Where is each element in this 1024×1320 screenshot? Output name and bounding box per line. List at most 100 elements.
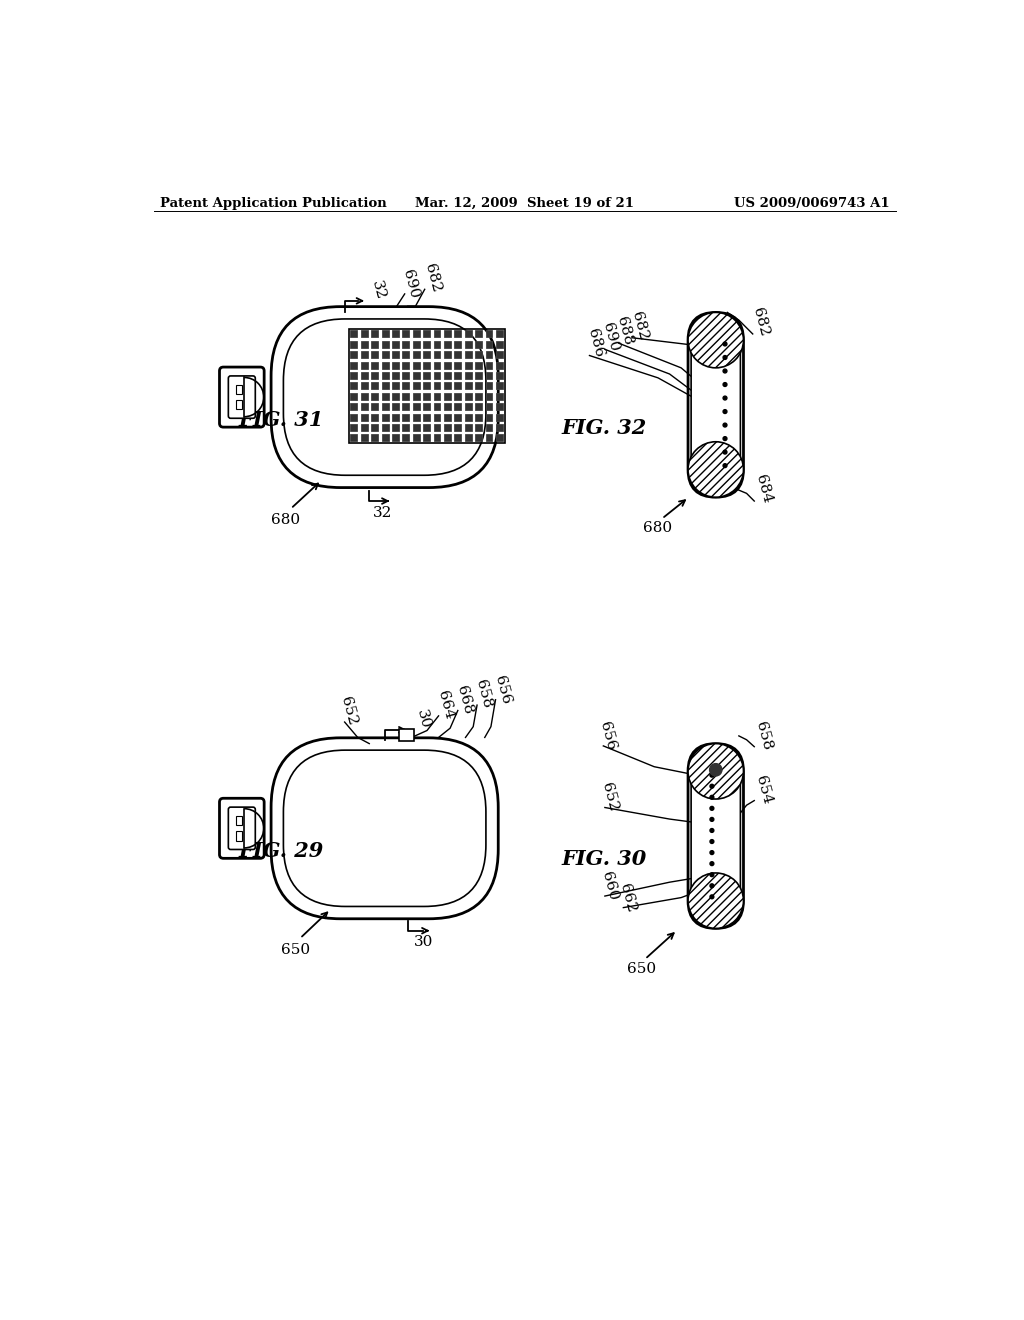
Bar xyxy=(455,372,461,379)
Bar xyxy=(423,404,430,411)
FancyBboxPatch shape xyxy=(228,376,255,418)
Bar xyxy=(496,434,503,441)
Text: 658: 658 xyxy=(753,721,774,751)
Bar xyxy=(433,341,440,348)
Bar xyxy=(413,413,420,421)
Bar xyxy=(402,351,410,358)
Circle shape xyxy=(710,817,714,821)
Bar xyxy=(423,351,430,358)
Bar xyxy=(350,383,357,389)
Bar xyxy=(413,434,420,441)
Circle shape xyxy=(723,383,727,387)
Bar xyxy=(360,424,368,430)
Bar xyxy=(496,404,503,411)
FancyBboxPatch shape xyxy=(691,315,740,494)
FancyBboxPatch shape xyxy=(228,807,255,850)
Bar xyxy=(236,816,242,825)
Bar xyxy=(413,330,420,338)
Bar xyxy=(413,393,420,400)
Bar xyxy=(444,424,451,430)
Bar xyxy=(433,393,440,400)
Circle shape xyxy=(723,463,727,467)
Bar xyxy=(444,362,451,368)
Bar xyxy=(382,424,388,430)
Bar xyxy=(371,424,378,430)
Bar xyxy=(475,372,482,379)
Text: Mar. 12, 2009  Sheet 19 of 21: Mar. 12, 2009 Sheet 19 of 21 xyxy=(416,197,634,210)
Bar xyxy=(465,413,472,421)
Bar xyxy=(402,404,410,411)
Bar xyxy=(402,383,410,389)
Text: FIG. 30: FIG. 30 xyxy=(562,849,647,869)
Text: 656: 656 xyxy=(597,719,618,752)
Bar xyxy=(402,330,410,338)
Bar xyxy=(475,393,482,400)
Bar xyxy=(455,341,461,348)
Bar xyxy=(382,383,388,389)
Bar xyxy=(392,330,399,338)
Bar xyxy=(371,330,378,338)
Text: 660: 660 xyxy=(599,870,620,902)
Circle shape xyxy=(723,342,727,346)
Text: 680: 680 xyxy=(271,513,301,527)
Circle shape xyxy=(723,424,727,426)
Circle shape xyxy=(710,807,714,810)
Circle shape xyxy=(710,796,714,799)
Bar xyxy=(371,372,378,379)
Bar xyxy=(360,372,368,379)
Bar xyxy=(465,404,472,411)
Bar xyxy=(496,330,503,338)
Bar xyxy=(444,341,451,348)
Bar xyxy=(444,330,451,338)
Circle shape xyxy=(710,829,714,833)
Bar xyxy=(423,424,430,430)
Bar xyxy=(433,351,440,358)
Bar xyxy=(485,424,493,430)
Text: 686: 686 xyxy=(585,327,606,359)
Circle shape xyxy=(710,774,714,777)
Bar xyxy=(371,413,378,421)
Bar xyxy=(465,393,472,400)
Bar xyxy=(485,404,493,411)
Bar xyxy=(398,729,414,741)
Bar xyxy=(433,424,440,430)
Bar xyxy=(382,351,388,358)
Bar xyxy=(455,413,461,421)
Bar xyxy=(485,372,493,379)
Bar xyxy=(433,362,440,368)
Bar xyxy=(392,372,399,379)
Text: 658: 658 xyxy=(473,678,495,710)
Bar xyxy=(496,413,503,421)
Circle shape xyxy=(710,840,714,843)
Bar xyxy=(465,424,472,430)
Bar xyxy=(475,330,482,338)
Bar xyxy=(402,341,410,348)
Bar xyxy=(402,434,410,441)
Bar xyxy=(236,832,242,841)
Bar xyxy=(371,434,378,441)
Bar xyxy=(371,383,378,389)
Circle shape xyxy=(710,850,714,854)
Bar xyxy=(423,383,430,389)
Bar xyxy=(455,362,461,368)
Circle shape xyxy=(710,895,714,899)
Bar xyxy=(392,413,399,421)
Text: 688: 688 xyxy=(614,315,635,347)
Bar xyxy=(465,434,472,441)
Bar xyxy=(444,372,451,379)
Text: 650: 650 xyxy=(628,962,656,977)
Bar xyxy=(402,393,410,400)
Bar xyxy=(382,341,388,348)
Bar xyxy=(382,404,388,411)
Bar xyxy=(465,372,472,379)
Bar xyxy=(350,424,357,430)
Bar xyxy=(433,434,440,441)
Text: 680: 680 xyxy=(643,521,672,535)
Bar xyxy=(444,404,451,411)
Bar xyxy=(236,400,242,409)
Bar xyxy=(350,341,357,348)
Bar xyxy=(350,413,357,421)
Bar xyxy=(465,351,472,358)
Bar xyxy=(350,434,357,441)
Bar xyxy=(433,383,440,389)
